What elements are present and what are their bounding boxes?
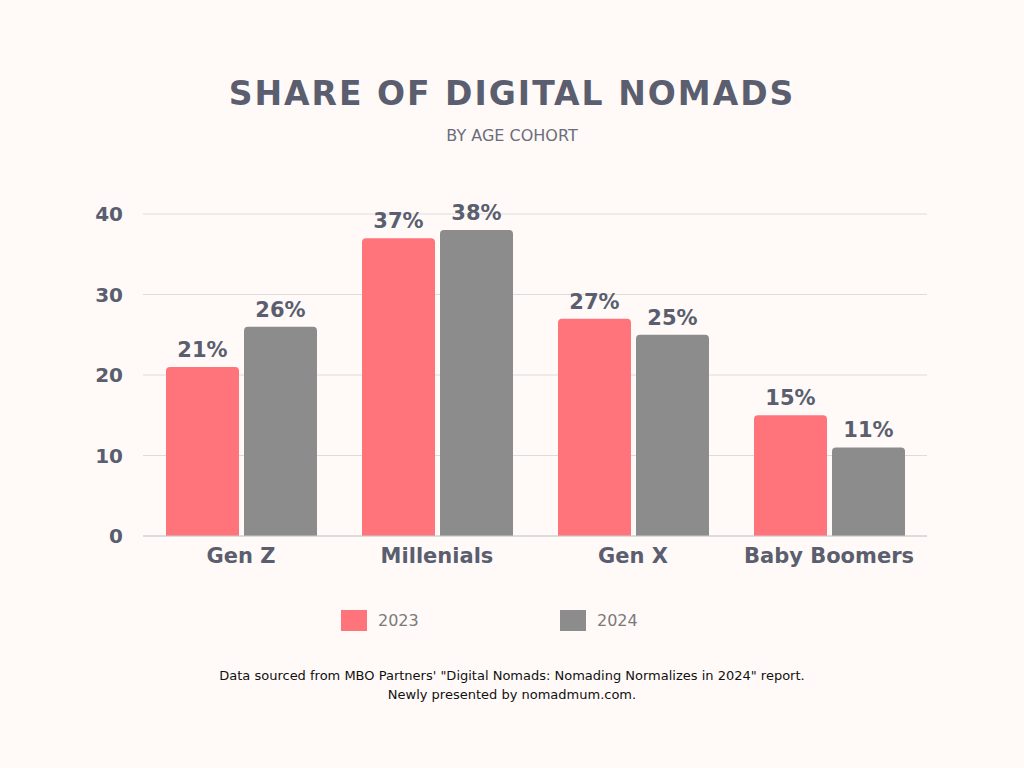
svg-text:27%: 27%	[569, 290, 619, 314]
svg-text:20: 20	[95, 363, 123, 387]
svg-text:Gen X: Gen X	[598, 544, 668, 568]
svg-text:21%: 21%	[177, 338, 227, 362]
svg-text:25%: 25%	[647, 306, 697, 330]
svg-text:26%: 26%	[255, 298, 305, 322]
svg-text:Gen Z: Gen Z	[207, 544, 276, 568]
svg-text:30: 30	[95, 283, 123, 307]
svg-text:Baby Boomers: Baby Boomers	[744, 544, 914, 568]
svg-text:38%: 38%	[451, 201, 501, 225]
html-text:2023: 2023	[378, 611, 419, 630]
html-text:BY AGE COHORT: BY AGE COHORT	[446, 126, 578, 145]
svg-text:0: 0	[109, 524, 123, 548]
svg-text:37%: 37%	[373, 209, 423, 233]
html-text:Data sourced from MBO Partners: Data sourced from MBO Partners' "Digital…	[219, 668, 805, 683]
svg-text:15%: 15%	[765, 386, 815, 410]
html-text:Newly presented by nomadmum.co: Newly presented by nomadmum.com.	[387, 687, 637, 702]
html-text:SHARE OF DIGITAL NOMADS: SHARE OF DIGITAL NOMADS	[228, 74, 796, 113]
svg-text:10: 10	[95, 444, 123, 468]
svg-text:Millenials: Millenials	[381, 544, 494, 568]
svg-text:40: 40	[95, 202, 123, 226]
svg-text:11%: 11%	[843, 418, 893, 442]
html-text:2024: 2024	[597, 611, 638, 630]
